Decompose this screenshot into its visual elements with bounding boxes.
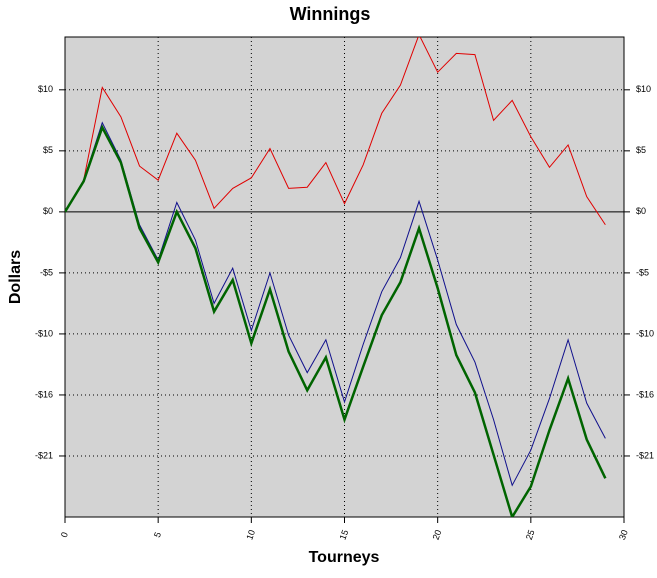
y-tick-label: -$21 — [35, 450, 53, 460]
x-axis-label: Tourneys — [309, 549, 380, 566]
y-tick-label-right: $5 — [636, 145, 646, 155]
x-tick-label: 20 — [431, 528, 444, 541]
y-tick-label-right: -$16 — [636, 389, 654, 399]
x-tick-label: 5 — [152, 531, 163, 539]
x-tick-label: 0 — [59, 531, 70, 539]
x-tick-label: 10 — [244, 528, 257, 541]
x-tick-label: 30 — [617, 528, 630, 541]
y-tick-label: -$16 — [35, 389, 53, 399]
y-axis-label: Dollars — [7, 250, 24, 304]
y-tick-label-right: -$21 — [636, 450, 654, 460]
y-tick-label: $0 — [43, 206, 53, 216]
series-line — [65, 124, 607, 517]
chart-title: Winnings — [290, 4, 371, 24]
y-tick-label: $5 — [43, 145, 53, 155]
y-tick-label-right: $10 — [636, 84, 651, 94]
x-tick-label: 15 — [338, 528, 351, 541]
y-tick-label: -$5 — [40, 267, 53, 277]
y-tick-label-right: $0 — [636, 206, 646, 216]
y-tick-label: -$10 — [35, 328, 53, 338]
x-tick-label: 25 — [524, 528, 537, 541]
series-line — [65, 37, 606, 226]
y-tick-label: $10 — [38, 84, 53, 94]
y-tick-label-right: -$5 — [636, 267, 649, 277]
y-tick-label-right: -$10 — [636, 328, 654, 338]
